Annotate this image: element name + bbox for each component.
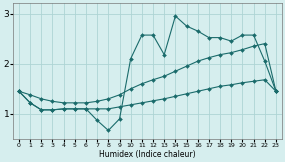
X-axis label: Humidex (Indice chaleur): Humidex (Indice chaleur) [99, 150, 196, 159]
